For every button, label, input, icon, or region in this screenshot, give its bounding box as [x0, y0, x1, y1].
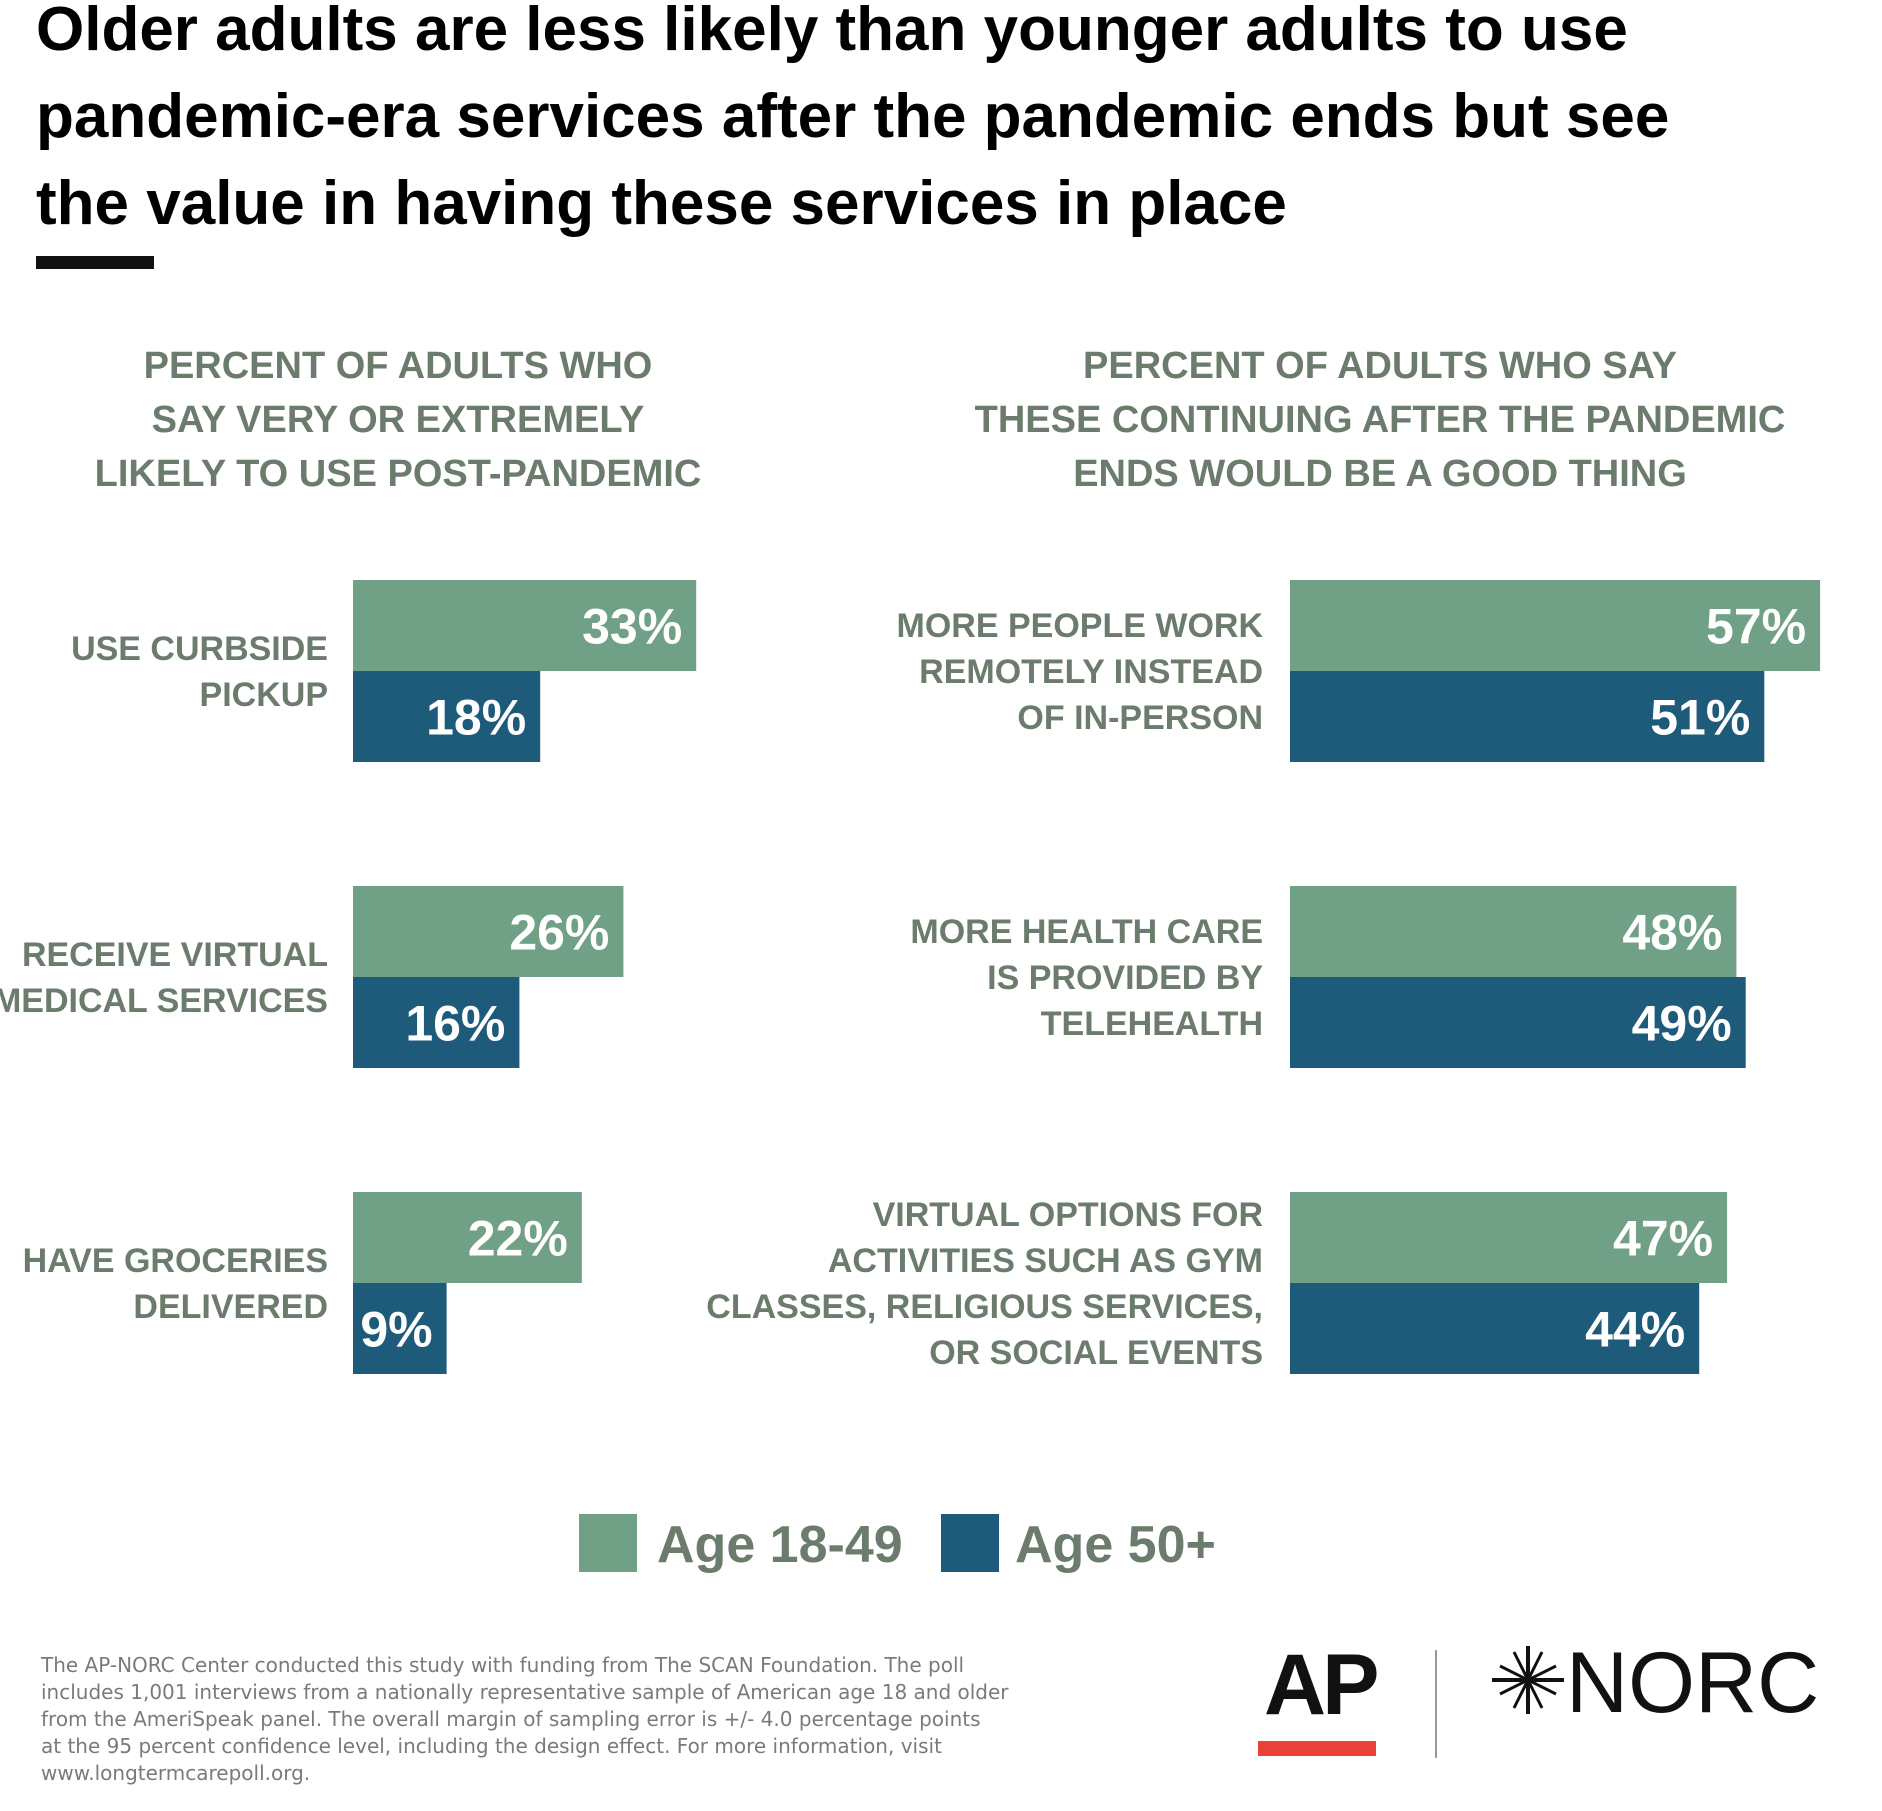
bar [353, 977, 520, 1068]
panel-title-line: PERCENT OF ADULTS WHO [144, 345, 653, 387]
legend-swatch [579, 1514, 637, 1572]
legend-swatch [941, 1514, 999, 1572]
category-label: DELIVERED [133, 1288, 328, 1326]
category-label: HAVE GROCERIES [23, 1242, 328, 1280]
ap-logo-underline [1258, 1741, 1376, 1756]
bar [1290, 886, 1737, 977]
panel-title-line: LIKELY TO USE POST-PANDEMIC [95, 453, 702, 495]
footnote-line: from the AmeriSpeak panel. The overall m… [41, 1707, 981, 1731]
footnote-line: www.longtermcarepoll.org. [41, 1761, 310, 1785]
bar-value-label: 49% [1632, 996, 1732, 1052]
panel-title-line: PERCENT OF ADULTS WHO SAY [1083, 345, 1677, 387]
bar-value-label: 47% [1613, 1211, 1713, 1267]
category-label: IS PROVIDED BY [987, 959, 1263, 997]
category-label: MORE PEOPLE WORK [897, 607, 1264, 645]
logos: AP NORC [1258, 1635, 1819, 1758]
category-label: OR SOCIAL EVENTS [929, 1334, 1263, 1372]
footnote: The AP-NORC Center conducted this study … [40, 1653, 1009, 1785]
bar [1290, 580, 1821, 671]
legend: Age 18-49 Age 50+ [579, 1514, 1216, 1574]
category-label: PICKUP [200, 676, 328, 714]
bar [1290, 1283, 1700, 1374]
footnote-line: The AP-NORC Center conducted this study … [40, 1653, 964, 1677]
bar-value-label: 16% [405, 996, 505, 1052]
panel-title-line: SAY VERY OR EXTREMELY [152, 399, 645, 441]
chart-title: Older adults are less likely than younge… [36, 0, 1669, 238]
title-underline [36, 256, 154, 269]
legend-label: Age 50+ [1015, 1516, 1216, 1574]
category-label: RECEIVE VIRTUAL [22, 936, 328, 974]
category-label: MEDICAL SERVICES [0, 982, 328, 1020]
bar [353, 580, 697, 671]
bar-value-label: 26% [509, 905, 609, 961]
category-label: VIRTUAL OPTIONS FOR [873, 1196, 1263, 1234]
norc-logo: NORC [1566, 1635, 1819, 1731]
bar-value-label: 18% [426, 690, 526, 746]
bar [353, 1283, 447, 1374]
bar [353, 1192, 582, 1283]
category-label: REMOTELY INSTEAD [919, 653, 1263, 691]
footnote-line: at the 95 percent confidence level, incl… [41, 1734, 942, 1758]
bar [1290, 977, 1746, 1068]
panels: PERCENT OF ADULTS WHO SAY VERY OR EXTREME… [0, 345, 1821, 1374]
category-label: TELEHEALTH [1041, 1005, 1263, 1043]
bar [353, 886, 624, 977]
panel-title-line: THESE CONTINUING AFTER THE PANDEMIC [975, 399, 1786, 441]
title-line: the value in having these services in pl… [36, 169, 1287, 238]
category-label: USE CURBSIDE [71, 630, 328, 668]
category-label: MORE HEALTH CARE [910, 913, 1263, 951]
ap-logo: AP [1264, 1637, 1377, 1733]
category-label: ACTIVITIES SUCH AS GYM [828, 1242, 1263, 1280]
bar [1290, 671, 1765, 762]
panel-1: PERCENT OF ADULTS WHO SAY VERY OR EXTREME… [0, 345, 701, 1374]
bar-value-label: 48% [1622, 905, 1722, 961]
bar-value-label: 57% [1706, 599, 1806, 655]
panel-title-line: ENDS WOULD BE A GOOD THING [1073, 453, 1687, 495]
title-line: Older adults are less likely than younge… [36, 0, 1628, 64]
norc-star-icon [1492, 1646, 1564, 1714]
bar [353, 671, 541, 762]
bar-value-label: 22% [468, 1211, 568, 1267]
bar-value-label: 44% [1585, 1302, 1685, 1358]
bar [1290, 1192, 1728, 1283]
bar-value-label: 51% [1650, 690, 1750, 746]
legend-label: Age 18-49 [657, 1516, 903, 1574]
bar-value-label: 33% [582, 599, 682, 655]
panel-2: PERCENT OF ADULTS WHO SAY THESE CONTINUIN… [706, 345, 1821, 1374]
category-label: CLASSES, RELIGIOUS SERVICES, [706, 1288, 1263, 1326]
logo-divider [1435, 1650, 1437, 1758]
footnote-line: includes 1,001 interviews from a nationa… [41, 1680, 1009, 1704]
title-line: pandemic-era services after the pandemic… [36, 82, 1669, 151]
category-label: OF IN-PERSON [1017, 699, 1263, 737]
bar-value-label: 9% [360, 1302, 432, 1358]
